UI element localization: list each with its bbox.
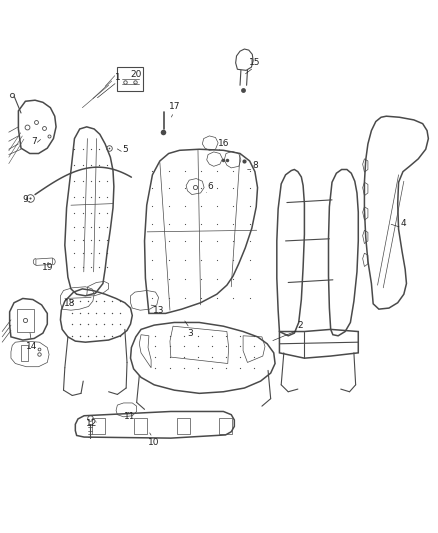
Text: 10: 10 [148,438,159,447]
Bar [17,309,34,332]
Bar [21,345,28,361]
Bar [219,418,232,434]
Text: 13: 13 [153,306,164,314]
Text: 19: 19 [42,263,53,272]
Text: 3: 3 [187,329,194,337]
Text: 6: 6 [207,182,213,191]
Bar [177,418,190,434]
Text: 17: 17 [169,102,180,111]
Text: 11: 11 [124,413,135,421]
Bar [134,418,148,434]
Bar [117,67,143,91]
Text: 15: 15 [249,59,261,67]
Text: 2: 2 [297,321,303,329]
Text: 20: 20 [130,70,141,79]
Text: 8: 8 [252,161,258,169]
Bar [92,418,105,434]
Text: 12: 12 [86,419,98,428]
Text: 1: 1 [115,73,121,82]
Text: 5: 5 [122,145,128,154]
Text: 18: 18 [64,300,75,308]
Text: 7: 7 [31,137,37,146]
Text: 14: 14 [26,342,37,351]
Text: 4: 4 [400,220,406,228]
Text: 9: 9 [22,196,28,204]
Text: 16: 16 [218,140,229,148]
